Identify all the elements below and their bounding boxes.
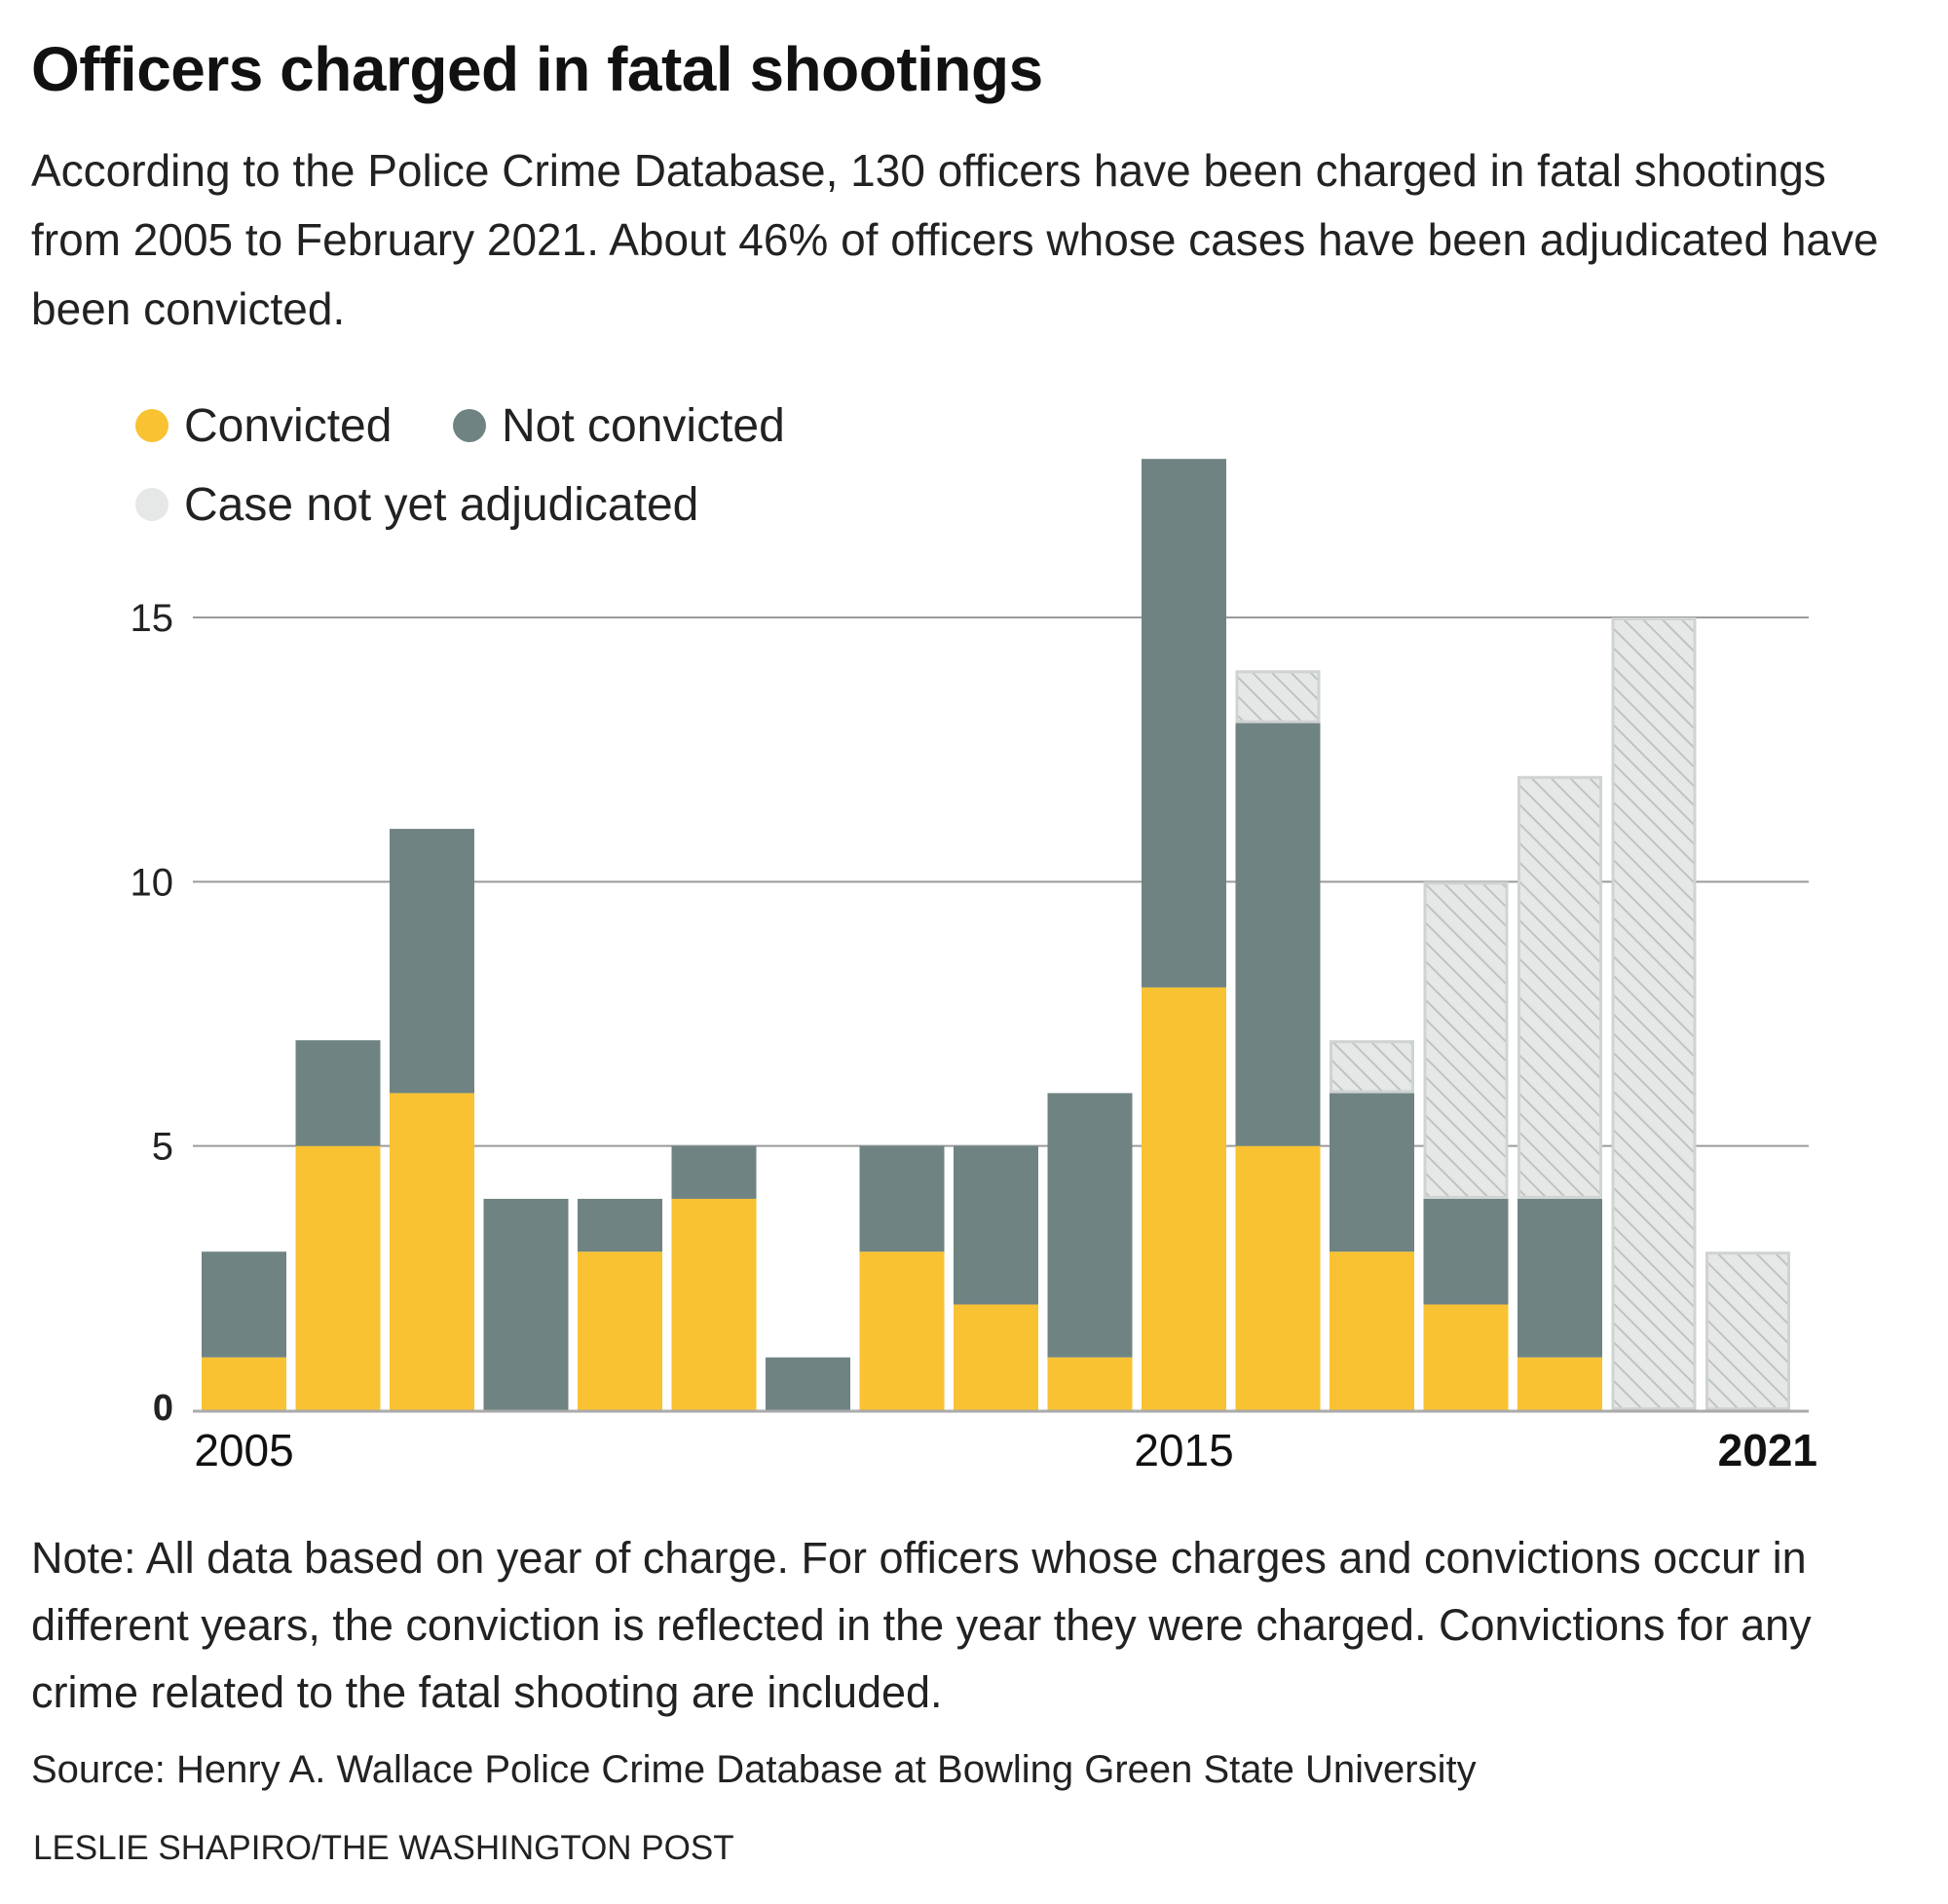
bar-2019-convicted [1517,1357,1602,1410]
chart-subtitle: According to the Police Crime Database, … [31,145,1879,334]
legend-swatch-1 [453,409,486,442]
bar-2013-not-convicted [954,1145,1038,1305]
bar-2012-not-convicted [859,1145,945,1252]
x-tick-label-2021: 2021 [1718,1425,1817,1475]
bar-2017-not-convicted [1330,1093,1414,1252]
bar-2016-pending [1235,670,1321,724]
bar-2018-pending [1423,881,1509,1199]
legend: Convicted Not convicted Case not yet adjud… [135,400,785,531]
bar-2014-convicted [1047,1357,1133,1410]
bar-2007-convicted [390,1093,474,1410]
legend-swatch-0 [135,409,169,442]
x-tick-label-2015: 2015 [1134,1425,1233,1475]
bar-2012-convicted [859,1251,945,1410]
bar-2006-convicted [295,1145,381,1410]
bar-2015-not-convicted [1142,459,1226,988]
x-tick-label-2005: 2005 [194,1425,293,1475]
bar-2011-not-convicted [766,1357,850,1410]
bar-2016-not-convicted [1235,723,1321,1146]
bar-2017-convicted [1330,1251,1414,1410]
y-tick-label-10: 10 [131,861,174,904]
bar-2016-convicted [1235,1145,1321,1410]
bar-2009-not-convicted [578,1198,662,1252]
bar-2018-not-convicted [1423,1198,1509,1305]
y-tick-label-15: 15 [131,597,174,640]
bar-2005-convicted [202,1357,286,1410]
x-axis: 2005 2015 2021 [193,1409,1817,1475]
bar-2013-convicted [954,1304,1038,1410]
bars [202,459,1790,1410]
legend-label-1: Not convicted [502,400,785,452]
bar-2021-pending [1705,1251,1790,1410]
bar-2006-not-convicted [295,1040,381,1146]
legend-label-2: Case not yet adjudicated [184,479,698,531]
y-tick-label-5: 5 [152,1126,173,1169]
bar-2010-convicted [671,1198,757,1410]
bar-2010-not-convicted [671,1145,757,1199]
bar-2009-convicted [578,1251,662,1410]
bar-2018-convicted [1423,1304,1509,1410]
y-tick-label-0: 0 [153,1388,173,1429]
chart-note: Note: All data based on year of charge. … [31,1533,1812,1717]
chart-source: Source: Henry A. Wallace Police Crime Da… [31,1748,1477,1791]
bar-2014-not-convicted [1047,1093,1133,1358]
bar-2007-not-convicted [390,829,474,1094]
bar-2020-pending [1611,617,1697,1410]
legend-swatch-2 [135,488,169,521]
bar-2019-pending [1517,775,1602,1199]
bar-2008-not-convicted [483,1198,569,1410]
bar-2017-pending [1330,1040,1414,1094]
legend-label-0: Convicted [184,400,392,452]
bar-2015-convicted [1142,987,1226,1410]
chart-title: Officers charged in fatal shootings [31,34,1043,104]
bar-2005-not-convicted [202,1251,286,1358]
chart-credit: LESLIE SHAPIRO/THE WASHINGTON POST [33,1829,734,1867]
bar-2019-not-convicted [1517,1198,1602,1358]
